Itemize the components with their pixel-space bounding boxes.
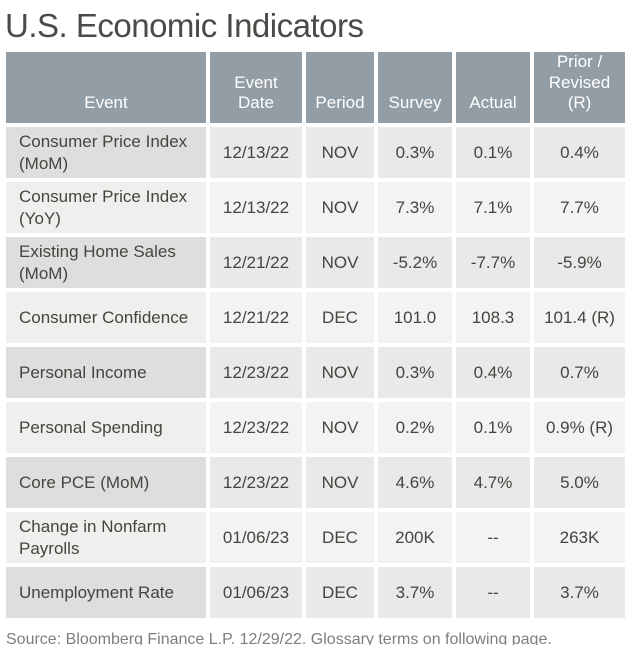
col-header-event: Event [6, 52, 206, 124]
cell-survey: 0.3% [378, 347, 452, 399]
cell-event-date: 12/13/22 [210, 182, 302, 234]
cell-prior-revised: 101.4 (R) [534, 292, 625, 344]
table-row: Consumer Price Index (YoY) 12/13/22 NOV … [6, 182, 625, 234]
cell-event-date: 12/21/22 [210, 292, 302, 344]
cell-event: Personal Spending [6, 402, 206, 454]
cell-survey: 200K [378, 512, 452, 564]
table-row: Change in Nonfarm Payrolls 01/06/23 DEC … [6, 512, 625, 564]
cell-event: Consumer Price Index (YoY) [6, 182, 206, 234]
cell-period: DEC [306, 512, 374, 564]
cell-actual: 108.3 [456, 292, 530, 344]
cell-prior-revised: 7.7% [534, 182, 625, 234]
cell-period: NOV [306, 237, 374, 289]
cell-prior-revised: -5.9% [534, 237, 625, 289]
cell-event-date: 12/13/22 [210, 127, 302, 179]
cell-actual: 0.1% [456, 402, 530, 454]
cell-survey: 0.3% [378, 127, 452, 179]
cell-event-date: 12/23/22 [210, 402, 302, 454]
cell-prior-revised: 0.4% [534, 127, 625, 179]
page-title: U.S. Economic Indicators [5, 7, 364, 44]
cell-survey: 3.7% [378, 567, 452, 619]
cell-event-date: 01/06/23 [210, 512, 302, 564]
cell-actual: 0.4% [456, 347, 530, 399]
table-header: Event Event Date Period Survey Actual Pr… [6, 52, 625, 124]
cell-prior-revised: 3.7% [534, 567, 625, 619]
table-row: Personal Income 12/23/22 NOV 0.3% 0.4% 0… [6, 347, 625, 399]
page: U.S. Economic Indicators Event Event Dat… [0, 6, 631, 645]
cell-event: Core PCE (MoM) [6, 457, 206, 509]
table-row: Consumer Confidence 12/21/22 DEC 101.0 1… [6, 292, 625, 344]
cell-actual: -- [456, 567, 530, 619]
cell-prior-revised: 0.9% (R) [534, 402, 625, 454]
table-row: Unemployment Rate 01/06/23 DEC 3.7% -- 3… [6, 567, 625, 619]
cell-prior-revised: 5.0% [534, 457, 625, 509]
table-body: Consumer Price Index (MoM) 12/13/22 NOV … [6, 127, 625, 619]
cell-event-date: 01/06/23 [210, 567, 302, 619]
cell-event: Unemployment Rate [6, 567, 206, 619]
cell-period: DEC [306, 567, 374, 619]
table-row: Consumer Price Index (MoM) 12/13/22 NOV … [6, 127, 625, 179]
cell-actual: -7.7% [456, 237, 530, 289]
col-header-prior-revised: Prior / Revised (R) [534, 52, 625, 124]
col-header-period: Period [306, 52, 374, 124]
cell-event: Personal Income [6, 347, 206, 399]
table-row: Personal Spending 12/23/22 NOV 0.2% 0.1%… [6, 402, 625, 454]
cell-event: Consumer Confidence [6, 292, 206, 344]
cell-event: Consumer Price Index (MoM) [6, 127, 206, 179]
cell-actual: 0.1% [456, 127, 530, 179]
cell-event-date: 12/23/22 [210, 347, 302, 399]
cell-period: NOV [306, 402, 374, 454]
cell-survey: 7.3% [378, 182, 452, 234]
cell-prior-revised: 263K [534, 512, 625, 564]
cell-period: DEC [306, 292, 374, 344]
source-note: Source: Bloomberg Finance L.P. 12/29/22.… [6, 631, 552, 645]
cell-event-date: 12/21/22 [210, 237, 302, 289]
cell-survey: -5.2% [378, 237, 452, 289]
cell-period: NOV [306, 457, 374, 509]
economic-indicators-table: Event Event Date Period Survey Actual Pr… [2, 48, 629, 622]
cell-period: NOV [306, 182, 374, 234]
col-header-actual: Actual [456, 52, 530, 124]
cell-actual: -- [456, 512, 530, 564]
table-row: Core PCE (MoM) 12/23/22 NOV 4.6% 4.7% 5.… [6, 457, 625, 509]
cell-survey: 101.0 [378, 292, 452, 344]
header-row: Event Event Date Period Survey Actual Pr… [6, 52, 625, 124]
col-header-survey: Survey [378, 52, 452, 124]
cell-survey: 0.2% [378, 402, 452, 454]
col-header-event-date: Event Date [210, 52, 302, 124]
cell-event: Existing Home Sales (MoM) [6, 237, 206, 289]
cell-event: Change in Nonfarm Payrolls [6, 512, 206, 564]
cell-event-date: 12/23/22 [210, 457, 302, 509]
cell-period: NOV [306, 127, 374, 179]
cell-prior-revised: 0.7% [534, 347, 625, 399]
table-row: Existing Home Sales (MoM) 12/21/22 NOV -… [6, 237, 625, 289]
cell-actual: 7.1% [456, 182, 530, 234]
cell-actual: 4.7% [456, 457, 530, 509]
cell-survey: 4.6% [378, 457, 452, 509]
cell-period: NOV [306, 347, 374, 399]
